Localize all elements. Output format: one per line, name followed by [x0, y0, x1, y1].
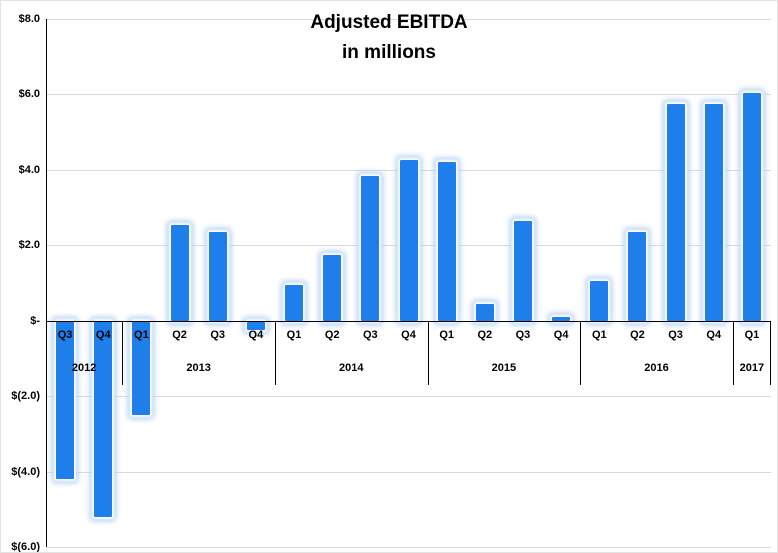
bar: [246, 320, 265, 331]
plot-area: $8.0 $6.0 $4.0 $2.0 $- $(2.0) $(4.0) $(6.0) Q3 Q4…: [11, 13, 771, 552]
y-axis-label: $(6.0): [11, 541, 40, 553]
bar: [628, 232, 647, 321]
quarter-label: Q4: [95, 328, 111, 341]
bar: [170, 224, 189, 321]
quarter-label: Q2: [630, 328, 645, 341]
year-label: 2015: [491, 361, 517, 374]
quarter-label: Q2: [477, 328, 493, 341]
year-label: 2012: [71, 361, 97, 374]
quarter-label: Q1: [439, 328, 454, 341]
y-axis-label: $2.0: [18, 239, 40, 252]
bar: [552, 316, 571, 321]
gridline: [46, 396, 771, 398]
bar: [399, 160, 418, 321]
quarter-label: Q4: [553, 328, 569, 341]
quarter-label: Q4: [248, 328, 264, 341]
gridline: [46, 547, 771, 548]
y-axis-label: $(2.0): [11, 390, 40, 403]
year-label: 2017: [739, 361, 765, 374]
bar: [132, 320, 151, 415]
chart-subtitle: in millions: [342, 42, 436, 63]
zero-line: [46, 320, 771, 322]
bar: [361, 175, 380, 321]
y-axis-label: $4.0: [18, 163, 40, 176]
year-separator: [427, 320, 429, 385]
y-axis-line: [46, 19, 47, 547]
gridline: [46, 94, 771, 96]
year-separator: [274, 320, 276, 385]
y-axis-label: $6.0: [18, 88, 40, 101]
year-label: 2014: [339, 361, 364, 374]
bar: [56, 320, 75, 480]
quarter-label: Q1: [286, 328, 302, 341]
year-separator: [770, 320, 771, 385]
quarter-label: Q3: [57, 328, 73, 341]
gridline: [46, 471, 771, 473]
bar: [94, 320, 113, 517]
bar: [208, 232, 227, 321]
bar: [666, 103, 685, 321]
year-separator: [580, 320, 582, 385]
bar: [323, 254, 342, 321]
bar: [513, 220, 532, 321]
y-axis-label: $-: [30, 314, 40, 327]
quarter-label: Q3: [515, 328, 531, 341]
quarter-label: Q1: [744, 328, 760, 341]
year-separator: [122, 320, 124, 385]
year-separator: [732, 320, 734, 385]
bar: [285, 284, 304, 321]
quarter-label: Q3: [362, 328, 378, 341]
year-label: 2013: [186, 361, 211, 374]
bar: [437, 162, 456, 321]
quarter-label: Q1: [134, 328, 149, 341]
year-label: 2016: [644, 361, 669, 374]
quarter-label: Q1: [591, 328, 607, 341]
gridline: [46, 19, 771, 20]
chart-title: Adjusted EBITDA: [310, 12, 468, 33]
quarter-label: Q3: [668, 328, 683, 341]
y-axis-label: $(4.0): [11, 465, 40, 478]
bar: [475, 303, 494, 321]
quarter-label: Q3: [210, 328, 226, 341]
quarter-label: Q2: [172, 328, 187, 341]
bar: [704, 103, 723, 321]
y-axis-label: $8.0: [18, 13, 40, 25]
quarter-label: Q4: [706, 328, 722, 341]
bar: [742, 92, 761, 321]
quarter-label: Q2: [324, 328, 340, 341]
quarter-label: Q4: [401, 328, 416, 341]
bar: [590, 281, 609, 321]
